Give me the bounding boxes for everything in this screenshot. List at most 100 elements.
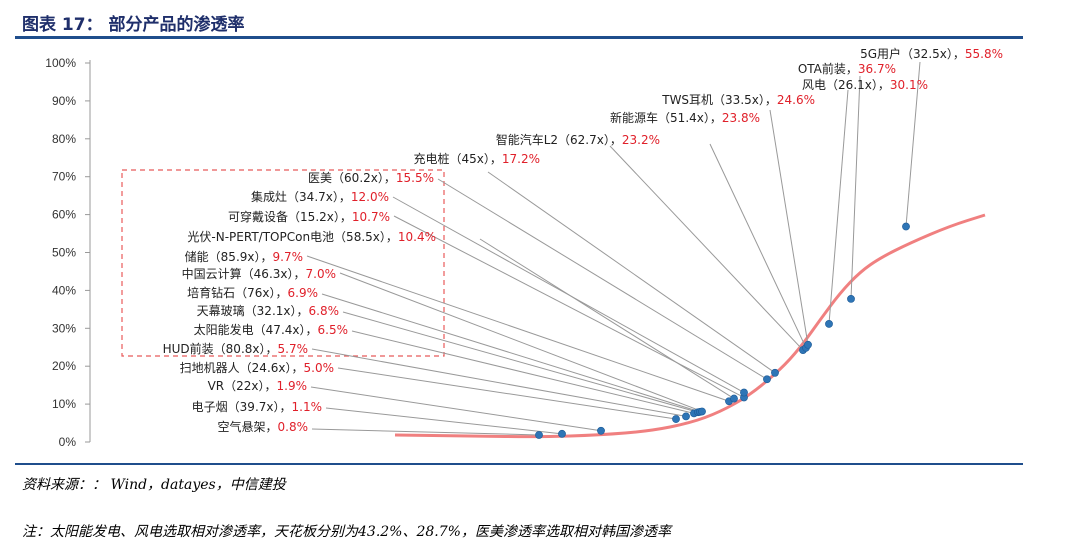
point-label-name: 充电桩（45x）， — [414, 151, 502, 166]
data-point — [558, 429, 566, 438]
point-label: 医美（60.2x），15.5% — [308, 171, 434, 185]
leader-line — [392, 196, 745, 393]
leader-line — [393, 215, 745, 398]
y-tick-label: 60% — [52, 208, 76, 222]
dashed-highlight-box — [121, 169, 445, 357]
leader-line — [310, 386, 602, 432]
point-label-name: 可穿戴设备（15.2x）， — [228, 209, 352, 224]
point-label-percent: 30.1% — [890, 78, 928, 92]
data-point — [763, 375, 771, 384]
point-label: 可穿戴设备（15.2x），10.7% — [228, 209, 390, 224]
point-label-name: 5G用户（32.5x）， — [860, 46, 965, 61]
point-label: TWS耳机（33.5x），24.6% — [661, 93, 815, 107]
point-label-percent: 23.8% — [722, 111, 760, 125]
point-label-name: HUD前装（80.8x）， — [163, 341, 278, 356]
point-label: 电子烟（39.7x），1.1% — [192, 400, 322, 414]
point-label-name: 智能汽车L2（62.7x）， — [496, 132, 622, 147]
data-point — [902, 222, 910, 231]
leader-line — [321, 293, 701, 413]
data-points — [535, 222, 910, 439]
point-label: 智能汽车L2（62.7x），23.2% — [496, 132, 660, 147]
point-label: 充电桩（45x），17.2% — [414, 151, 541, 166]
point-label-name: 太阳能发电（47.4x）， — [194, 322, 318, 337]
point-label-name: 天幕玻璃（32.1x）， — [197, 304, 309, 318]
point-label-name: 医美（60.2x）， — [308, 171, 396, 185]
point-label: 扫地机器人（24.6x），5.0% — [180, 361, 334, 375]
point-label: 培育钻石（76x），6.9% — [187, 285, 318, 300]
leader-line — [311, 428, 540, 436]
point-label-percent: 7.0% — [306, 267, 337, 281]
leader-line — [905, 61, 921, 227]
point-label-name: TWS耳机（33.5x）， — [661, 93, 777, 107]
y-tick-label: 20% — [52, 359, 76, 373]
y-tick-label: 40% — [52, 283, 76, 297]
source-text: 资料来源：： Wind，datayes，中信建投 — [22, 477, 286, 493]
point-label-percent: 1.9% — [277, 379, 308, 393]
point-label: VR（22x），1.9% — [208, 379, 307, 393]
leader-line — [709, 143, 807, 349]
leader-line — [306, 255, 730, 402]
point-label-percent: 6.8% — [309, 304, 340, 318]
data-point — [771, 368, 779, 377]
point-label-percent: 55.8% — [965, 47, 1003, 61]
point-label-name: 扫地机器人（24.6x）， — [180, 361, 304, 375]
point-label-name: 中国云计算（46.3x）， — [182, 266, 306, 281]
y-tick-label: 90% — [52, 94, 76, 108]
point-label-name: 空气悬架， — [217, 419, 277, 434]
point-label-percent: 5.7% — [278, 342, 309, 356]
bottom-rule — [15, 463, 1023, 465]
point-label: 5G用户（32.5x），55.8% — [860, 46, 1003, 61]
point-label-percent: 12.0% — [351, 190, 389, 204]
data-point — [682, 412, 690, 421]
point-label-percent: 23.2% — [622, 133, 660, 147]
leader-line — [487, 171, 776, 374]
top-rule — [15, 36, 1023, 39]
leader-line — [351, 330, 695, 414]
point-label-percent: 10.4% — [398, 230, 436, 244]
point-label: 天幕玻璃（32.1x），6.8% — [197, 304, 339, 318]
point-label-percent: 6.9% — [288, 286, 319, 300]
data-point — [804, 340, 812, 349]
data-point — [847, 295, 855, 303]
y-tick-label: 0% — [59, 435, 77, 449]
point-label-percent: 9.7% — [273, 250, 304, 264]
point-label-percent: 5.0% — [304, 361, 335, 375]
leader-lines — [306, 61, 921, 436]
leader-line — [337, 367, 677, 420]
point-label-name: 电子烟（39.7x）， — [192, 400, 292, 414]
y-axis: 0% 10% 20% 30% 40% 50% 60% 70% 80% 90% 100% — [45, 56, 91, 449]
point-label: 储能（85.9x），9.7% — [185, 249, 303, 264]
data-point — [730, 394, 738, 403]
data-point — [535, 431, 543, 439]
y-tick-label: 80% — [52, 132, 76, 146]
penetration-chart: 0%10%20%30%40%50%60%70%80%90%100% 空气悬架，0… — [45, 46, 1003, 449]
point-label-percent: 6.5% — [318, 323, 349, 337]
leader-line — [609, 145, 804, 351]
s-curve — [394, 213, 986, 439]
point-label-percent: 10.7% — [352, 210, 390, 224]
point-label-percent: 1.1% — [292, 400, 323, 414]
point-label-percent: 36.7% — [858, 62, 896, 76]
point-label-name: 储能（85.9x）， — [185, 249, 273, 264]
point-label: 太阳能发电（47.4x），6.5% — [194, 322, 348, 337]
leader-line — [828, 89, 849, 324]
leader-line — [339, 272, 703, 412]
y-tick-label: 50% — [52, 246, 76, 260]
point-label-percent: 0.8% — [278, 420, 309, 434]
point-label-percent: 15.5% — [396, 171, 434, 185]
point-label-name: OTA前装， — [798, 61, 858, 76]
note-text: 注：太阳能发电、风电选取相对渗透率，天花板分别为43.2%、28.7%，医美渗透… — [22, 524, 671, 540]
point-label-name: 集成灶（34.7x）， — [251, 189, 351, 204]
leader-line — [479, 238, 735, 400]
leader-line — [325, 407, 563, 435]
point-label-name: 风电（26.1x）， — [802, 78, 890, 92]
leader-line — [342, 311, 699, 413]
point-label: 空气悬架，0.8% — [217, 419, 308, 434]
point-label: 光伏-N-PERT/TOPCon电池（58.5x），10.4% — [187, 230, 436, 244]
data-point — [597, 426, 605, 435]
leader-line — [769, 109, 809, 345]
y-tick-label: 70% — [52, 170, 76, 184]
data-point — [672, 415, 680, 423]
point-labels: 空气悬架，0.8% 电子烟（39.7x），1.1% VR（22x），1.9% 扫地机器… — [163, 46, 1003, 434]
data-point — [698, 407, 706, 416]
